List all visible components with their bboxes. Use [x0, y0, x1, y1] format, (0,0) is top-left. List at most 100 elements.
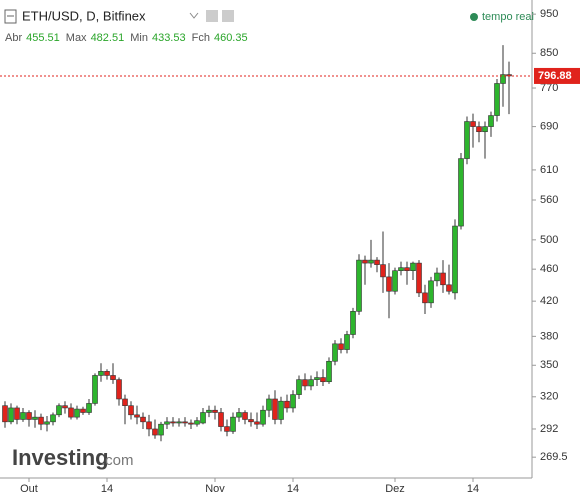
candle-body — [470, 121, 476, 127]
candle-body — [242, 412, 248, 420]
last-price-label: 796.88 — [538, 70, 572, 82]
status: tempo real — [482, 11, 534, 23]
close-icon[interactable] — [222, 10, 234, 22]
candle-body — [80, 408, 86, 413]
candle-body — [338, 343, 344, 350]
candle-body — [302, 379, 308, 387]
x-tick-label: Dez — [385, 483, 405, 495]
y-tick-label: 850 — [540, 47, 558, 59]
candle-body — [308, 379, 314, 387]
candle-body — [392, 270, 398, 292]
candle-body — [494, 83, 500, 116]
candle-body — [386, 276, 392, 292]
y-tick-label: 420 — [540, 295, 558, 307]
x-tick-label: Out — [20, 483, 38, 495]
candle-body — [14, 407, 20, 420]
candle-body — [374, 259, 380, 265]
candle-body — [290, 394, 296, 409]
candle-body — [2, 405, 8, 423]
candle-body — [272, 398, 278, 420]
y-tick-label: 350 — [540, 359, 558, 371]
candle-body — [404, 267, 410, 271]
y-tick-label: 560 — [540, 194, 558, 206]
candle-body — [326, 360, 332, 383]
candle-body — [92, 375, 98, 404]
candle-body — [134, 414, 140, 418]
candle-body — [140, 416, 146, 423]
candle-body — [296, 379, 302, 395]
candle-body — [170, 421, 176, 424]
candle-body — [56, 405, 62, 416]
menu-icon[interactable] — [4, 9, 17, 24]
candle-body — [116, 379, 122, 400]
candle-body — [32, 416, 38, 420]
candle-body — [206, 409, 212, 413]
x-tick-label: Nov — [205, 483, 225, 495]
candle-body — [218, 412, 224, 427]
y-tick-label: 269.5 — [540, 451, 568, 463]
legend-label: Max — [66, 32, 87, 44]
y-tick-label: 770 — [540, 82, 558, 94]
candle-body — [464, 121, 470, 159]
candle-body — [164, 421, 170, 425]
candle-body — [8, 407, 14, 423]
candle-body — [260, 409, 266, 425]
candle-body — [350, 311, 356, 335]
candle-body — [422, 292, 428, 304]
candle-body — [428, 280, 434, 304]
legend-label: Fch — [192, 32, 210, 44]
candle-body — [152, 428, 158, 436]
candle-body — [236, 412, 242, 418]
last-price-box — [534, 67, 580, 84]
candle-body — [98, 371, 104, 376]
candle-body — [230, 416, 236, 432]
watermark: Investing — [12, 445, 109, 470]
candle-body — [488, 115, 494, 127]
candle-body — [62, 405, 68, 409]
candle-body — [476, 126, 482, 133]
y-tick-label: 320 — [540, 391, 558, 403]
candle-body — [482, 126, 488, 133]
candle-body — [44, 421, 50, 425]
y-tick-label: 292 — [540, 423, 558, 435]
x-tick-label: 14 — [467, 483, 479, 495]
y-tick-label: 460 — [540, 263, 558, 275]
legend-value: 460.35 — [214, 32, 248, 44]
candle-body — [194, 420, 200, 425]
candle-body — [38, 416, 44, 425]
candle-body — [68, 407, 74, 418]
candle-body — [440, 272, 446, 286]
candle-body — [434, 272, 440, 282]
candle-body — [410, 262, 416, 271]
dropdown-icon[interactable] — [189, 12, 199, 19]
candle-body — [188, 422, 194, 425]
plot-area — [2, 45, 512, 442]
legend-label: Min — [130, 32, 148, 44]
candle-body — [212, 409, 218, 413]
candle-body — [26, 412, 32, 420]
candle-body — [458, 158, 464, 227]
ohlc-legend: Abr 455.51 Max 482.51 Min 433.53 Fch 460.35 — [5, 32, 248, 44]
candle-body — [122, 398, 128, 406]
y-tick-label: 380 — [540, 330, 558, 342]
candle-body — [416, 262, 422, 294]
candle-body — [50, 414, 56, 423]
candle-body — [248, 419, 254, 423]
candle-body — [452, 225, 458, 294]
candle-body — [128, 405, 134, 416]
settings-icon[interactable] — [206, 10, 218, 22]
x-tick-label: 14 — [287, 483, 299, 495]
legend-value: 433.53 — [152, 32, 186, 44]
y-tick-label: 950 — [540, 8, 558, 20]
candle-body — [200, 412, 206, 424]
y-tick-label: 690 — [540, 120, 558, 132]
candle-body — [446, 284, 452, 292]
candle-body — [500, 74, 506, 84]
candle-body — [158, 423, 164, 436]
x-tick-label: 14 — [101, 483, 113, 495]
candle-body — [254, 421, 260, 425]
legend-label: Abr — [5, 32, 22, 44]
candle-body — [368, 259, 374, 264]
candle-body — [110, 375, 116, 380]
